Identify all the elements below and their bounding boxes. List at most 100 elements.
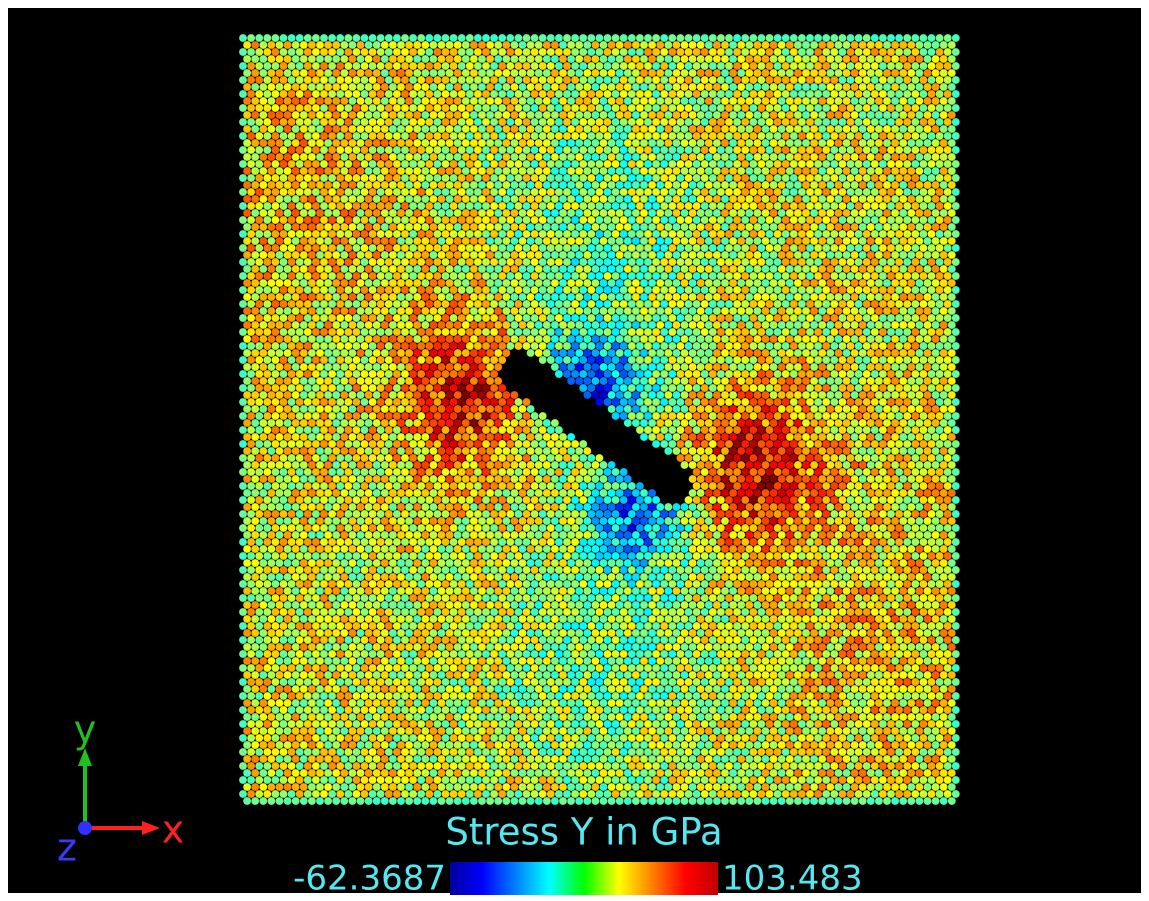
atom [843, 377, 851, 385]
atom [587, 202, 595, 210]
atom [458, 342, 466, 350]
atom [462, 349, 470, 357]
atom [822, 258, 830, 266]
atom [369, 412, 377, 420]
atom [721, 55, 729, 63]
atom [616, 181, 624, 189]
atom [344, 328, 352, 336]
atom [778, 209, 786, 217]
atom [583, 349, 591, 357]
atom [539, 356, 547, 364]
atom [450, 34, 458, 42]
atom [741, 188, 749, 196]
atom [843, 307, 851, 315]
atom [916, 265, 924, 273]
atom [349, 251, 357, 259]
atom [393, 146, 401, 154]
atom [932, 111, 940, 119]
atom [737, 293, 745, 301]
atom [292, 69, 300, 77]
atom [458, 132, 466, 140]
atom [324, 223, 332, 231]
atom [620, 328, 628, 336]
atom [450, 412, 458, 420]
atom [685, 342, 693, 350]
atom [903, 188, 911, 196]
atom [786, 321, 794, 329]
atom [592, 279, 600, 287]
atom [284, 97, 292, 105]
atom [478, 335, 486, 343]
atom [349, 195, 357, 203]
atom [247, 412, 255, 420]
atom [239, 146, 247, 154]
atom [851, 167, 859, 175]
atom [583, 335, 591, 343]
atom [774, 90, 782, 98]
atom [806, 286, 814, 294]
atom [272, 342, 280, 350]
atom [454, 69, 462, 77]
atom [644, 160, 652, 168]
atom [640, 377, 648, 385]
atom [340, 111, 348, 119]
atom [405, 195, 413, 203]
atom [340, 433, 348, 441]
atom [450, 76, 458, 84]
atom [612, 356, 620, 364]
atom [879, 244, 887, 252]
atom [559, 237, 567, 245]
atom [276, 405, 284, 413]
atom [928, 426, 936, 434]
atom [596, 272, 604, 280]
atom [438, 181, 446, 189]
atom [413, 55, 421, 63]
atom [430, 335, 438, 343]
atom [814, 356, 822, 364]
atom [681, 195, 689, 203]
atom [320, 300, 328, 308]
atom [535, 83, 543, 91]
atom [859, 363, 867, 371]
atom [332, 223, 340, 231]
atom [502, 41, 510, 49]
atom [340, 195, 348, 203]
atom [263, 48, 271, 56]
atom [867, 153, 875, 161]
atom [924, 265, 932, 273]
atom [600, 377, 608, 385]
atom [705, 181, 713, 189]
atom [583, 55, 591, 63]
atom [466, 118, 474, 126]
atom [774, 202, 782, 210]
atom [425, 258, 433, 266]
atom [300, 153, 308, 161]
atom [656, 251, 664, 259]
atom [693, 356, 701, 364]
atom [551, 195, 559, 203]
atom [332, 293, 340, 301]
atom [462, 391, 470, 399]
atom [903, 286, 911, 294]
atom [948, 195, 956, 203]
atom [486, 125, 494, 133]
atom [648, 41, 656, 49]
atom [575, 223, 583, 231]
atom [810, 279, 818, 287]
atom [928, 160, 936, 168]
atom [579, 160, 587, 168]
atom [624, 307, 632, 315]
atom [729, 97, 737, 105]
atom [879, 230, 887, 238]
atom [389, 363, 397, 371]
atom [251, 433, 259, 441]
atom [624, 167, 632, 175]
atom [543, 419, 551, 427]
atom [689, 167, 697, 175]
atom [778, 195, 786, 203]
atom [417, 370, 425, 378]
atom [903, 174, 911, 182]
atom [320, 258, 328, 266]
atom [640, 335, 648, 343]
atom [725, 258, 733, 266]
